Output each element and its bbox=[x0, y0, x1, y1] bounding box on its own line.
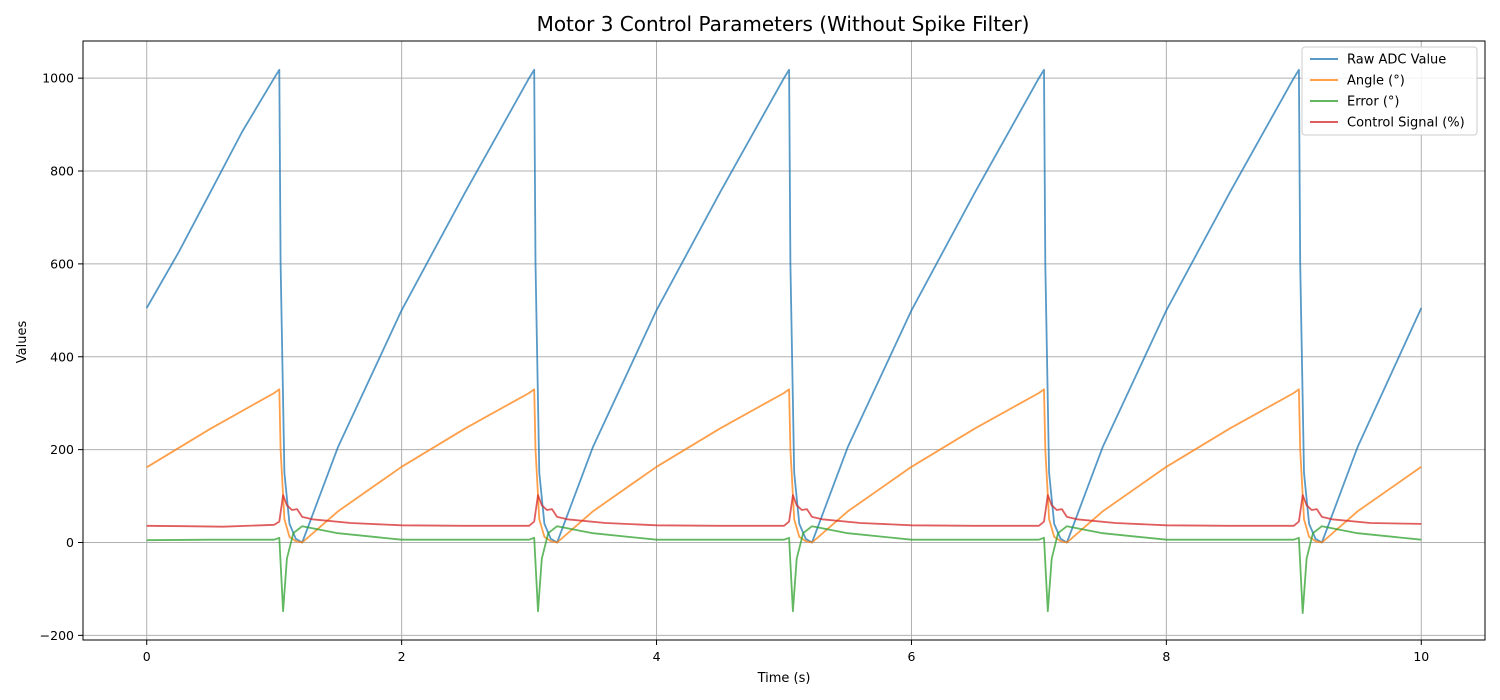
y-tick-label: 400 bbox=[50, 349, 74, 364]
x-axis-label: Time (s) bbox=[757, 671, 811, 686]
legend-label: Raw ADC Value bbox=[1347, 53, 1446, 68]
x-tick-label: 4 bbox=[653, 649, 661, 664]
x-tick-label: 6 bbox=[907, 649, 915, 664]
legend: Raw ADC Value Angle (°) Error (°) Control S… bbox=[1301, 46, 1478, 136]
y-tick-label: 800 bbox=[50, 164, 74, 179]
grid bbox=[83, 41, 1485, 640]
series-line-0 bbox=[145, 68, 1423, 544]
y-tick-label: −200 bbox=[40, 628, 74, 643]
x-tick-label: 2 bbox=[398, 649, 406, 664]
chart-title: Motor 3 Control Parameters (Without Spik… bbox=[537, 12, 1030, 36]
y-tick-label: 200 bbox=[50, 442, 74, 457]
y-axis: −200 0 200 400 600 800 1000 bbox=[40, 71, 83, 643]
series-line-2 bbox=[146, 525, 1422, 614]
x-tick-label: 10 bbox=[1413, 649, 1429, 664]
series-layer bbox=[145, 68, 1423, 614]
legend-label: Error (°) bbox=[1347, 95, 1399, 110]
series-line-3 bbox=[146, 494, 1422, 528]
legend-label: Control Signal (%) bbox=[1347, 116, 1465, 131]
x-axis: 0 2 4 6 8 10 bbox=[143, 640, 1429, 664]
series-line-1 bbox=[146, 388, 1422, 544]
y-tick-label: 0 bbox=[66, 535, 74, 550]
x-tick-label: 0 bbox=[143, 649, 151, 664]
x-tick-label: 8 bbox=[1162, 649, 1170, 664]
legend-box bbox=[1301, 46, 1478, 136]
legend-label: Angle (°) bbox=[1347, 74, 1405, 89]
plot-frame bbox=[82, 40, 1486, 641]
y-axis-label: Values bbox=[15, 321, 30, 364]
y-tick-label: 600 bbox=[50, 256, 74, 271]
y-tick-label: 1000 bbox=[42, 71, 74, 86]
